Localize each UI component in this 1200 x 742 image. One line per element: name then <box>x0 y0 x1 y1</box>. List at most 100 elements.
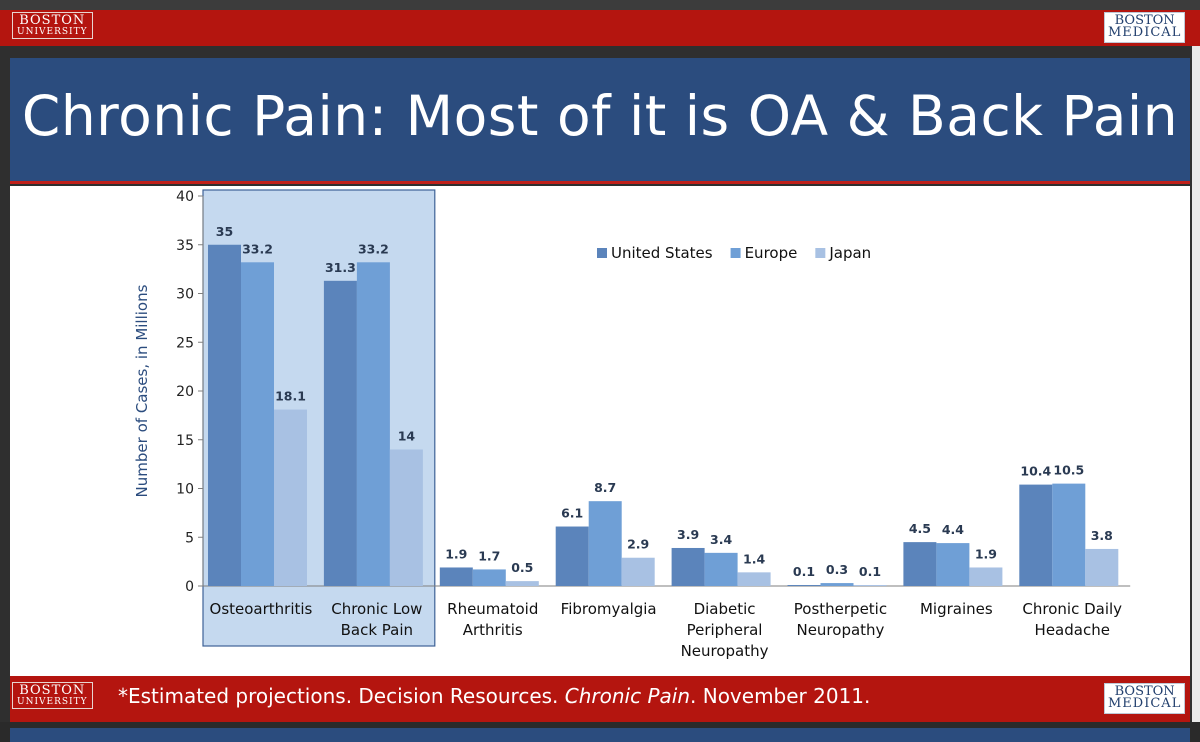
data-label: 0.3 <box>826 562 848 577</box>
chart-area: 0 5 10 15 20 25 30 35 40 Number of Cases, in Mill… <box>10 186 1190 676</box>
boston-university-logo: BOSTON UNIVERSITY <box>12 682 93 709</box>
bar <box>820 583 854 586</box>
data-label: 1.9 <box>445 546 467 561</box>
footnote-text: . November 2011. <box>690 684 871 708</box>
footnote-italic-title: Chronic Pain <box>564 684 691 708</box>
top-banner: BOSTON UNIVERSITY BOSTON MEDICAL <box>0 0 1200 46</box>
slide-title: Chronic Pain: Most of it is OA & Back Pa… <box>21 84 1179 148</box>
y-tick-label: 25 <box>176 335 194 351</box>
data-label: 35 <box>216 224 233 239</box>
data-label: 31.3 <box>325 260 356 275</box>
x-category-label: Back Pain <box>341 621 413 639</box>
bar <box>439 567 473 586</box>
data-label: 0.1 <box>859 564 881 579</box>
logo-line: MEDICAL <box>1108 696 1182 712</box>
logo-line: MEDICAL <box>1108 25 1182 41</box>
bar <box>671 547 705 586</box>
data-label: 6.1 <box>561 506 583 521</box>
y-tick-label: 35 <box>176 238 194 254</box>
bar <box>1085 548 1119 586</box>
y-tick-label: 15 <box>176 433 194 449</box>
boston-medical-logo: BOSTON MEDICAL <box>1104 683 1186 714</box>
bar <box>903 542 937 586</box>
x-category-label: Arthritis <box>463 621 523 639</box>
y-tick-label: 0 <box>185 579 194 595</box>
data-label: 10.4 <box>1020 464 1051 479</box>
footer-banner: BOSTON UNIVERSITY *Estimated projections… <box>10 676 1190 722</box>
x-category-label: Neuropathy <box>796 621 884 639</box>
logo-line: UNIVERSITY <box>17 27 88 37</box>
legend-label: Japan <box>828 244 871 262</box>
x-category-label: Chronic Low <box>331 600 422 618</box>
y-axis-label: Number of Cases, in Millions <box>133 284 151 497</box>
bar <box>274 409 307 586</box>
x-category-label: Postherpetic <box>794 600 887 618</box>
bar <box>323 280 357 586</box>
data-label: 1.7 <box>478 548 500 563</box>
x-category-label: Osteoarthritis <box>210 600 313 618</box>
bar <box>787 585 821 586</box>
y-tick-label: 40 <box>176 189 194 205</box>
bar <box>389 449 423 586</box>
data-label: 33.2 <box>358 241 389 256</box>
source-footnote: *Estimated projections. Decision Resourc… <box>118 684 870 708</box>
data-label: 3.4 <box>710 532 732 547</box>
data-label: 1.9 <box>975 546 997 561</box>
bar <box>969 567 1003 586</box>
logo-line: UNIVERSITY <box>17 697 88 707</box>
bar <box>936 543 970 586</box>
data-label: 10.5 <box>1053 463 1084 478</box>
bar <box>241 262 274 586</box>
data-label: 14 <box>398 429 416 444</box>
logo-line: BOSTON <box>19 683 86 698</box>
x-category-label: Chronic Daily <box>1022 600 1122 618</box>
logo-line: BOSTON <box>1114 13 1175 28</box>
data-label: 2.9 <box>627 537 649 552</box>
logo-line: BOSTON <box>19 13 86 28</box>
legend-swatch <box>597 248 607 258</box>
x-category-label: Neuropathy <box>681 642 769 660</box>
window-edge <box>1192 46 1200 722</box>
bar <box>208 244 241 586</box>
x-category-label: Diabetic <box>694 600 756 618</box>
bar <box>356 262 390 586</box>
bar <box>1019 484 1053 586</box>
bar <box>853 585 887 586</box>
bar <box>1052 483 1086 586</box>
data-label: 0.5 <box>511 560 533 575</box>
data-label: 4.4 <box>942 522 964 537</box>
logo-line: BOSTON <box>1114 684 1175 699</box>
bar <box>555 526 589 586</box>
x-category-label: Fibromyalgia <box>561 600 657 618</box>
x-category-label: Migraines <box>920 600 993 618</box>
y-tick-label: 30 <box>176 287 194 303</box>
data-label: 33.2 <box>242 241 273 256</box>
x-category-label: Headache <box>1035 621 1110 639</box>
data-label: 18.1 <box>275 389 306 404</box>
data-label: 0.1 <box>793 564 815 579</box>
bar <box>621 557 655 586</box>
data-label: 1.4 <box>743 551 765 566</box>
bar <box>505 581 539 586</box>
data-label: 3.8 <box>1091 528 1113 543</box>
boston-university-logo: BOSTON UNIVERSITY <box>12 12 93 39</box>
y-tick-label: 10 <box>176 482 194 498</box>
bar <box>704 552 738 586</box>
x-category-label: Rheumatoid <box>447 600 538 618</box>
title-banner: Chronic Pain: Most of it is OA & Back Pa… <box>10 58 1190 184</box>
legend-label: Europe <box>745 244 798 262</box>
bottom-strip <box>0 722 1200 742</box>
bar <box>737 572 771 586</box>
legend-swatch <box>815 248 826 258</box>
legend-swatch <box>730 248 741 258</box>
footnote-text: *Estimated projections. Decision Resourc… <box>118 684 565 708</box>
y-tick-label: 20 <box>176 384 194 400</box>
x-category-label: Peripheral <box>687 621 763 639</box>
bar <box>472 569 506 586</box>
bar-chart: 0 5 10 15 20 25 30 35 40 Number of Cases, in Mill… <box>133 189 1131 660</box>
legend-label: United States <box>611 244 713 262</box>
y-tick-label: 5 <box>185 530 194 546</box>
bar <box>588 501 622 586</box>
boston-medical-logo: BOSTON MEDICAL <box>1104 12 1186 43</box>
data-label: 8.7 <box>594 480 616 495</box>
